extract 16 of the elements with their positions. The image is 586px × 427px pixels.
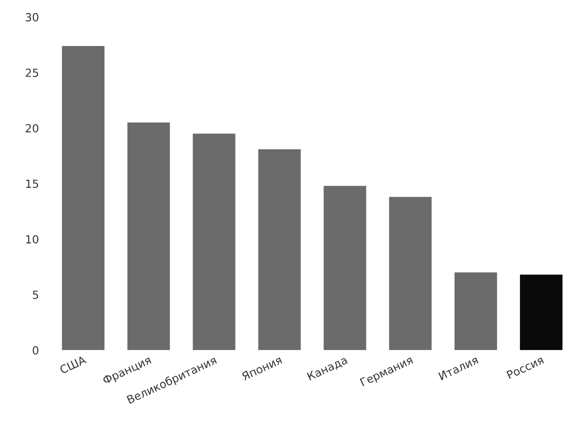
y-tick-label: 5	[32, 290, 38, 300]
bar	[192, 134, 236, 350]
y-tick-label: 0	[32, 346, 38, 355]
bar	[454, 272, 498, 350]
y-tick-label: 10	[26, 235, 38, 244]
bar	[62, 46, 104, 350]
x-tick-label: США	[59, 355, 87, 374]
bar	[258, 149, 301, 350]
bar	[127, 122, 170, 350]
y-tick-label: 30	[26, 13, 38, 22]
y-tick-label: 25	[26, 68, 38, 77]
bar	[389, 196, 432, 350]
bar	[520, 274, 562, 350]
bar	[324, 186, 366, 350]
y-tick-label: 15	[26, 180, 38, 188]
y-tick-label: 20	[26, 124, 38, 132]
